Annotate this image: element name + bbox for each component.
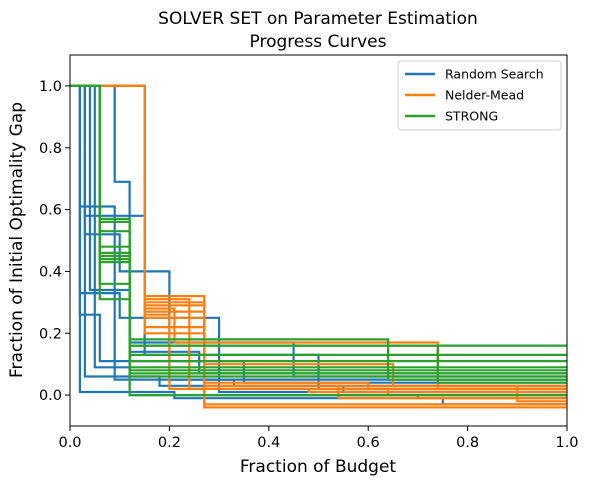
x-tick-label: 1.0	[555, 435, 578, 451]
x-tick-label: 0.2	[158, 435, 181, 451]
y-tick-label: 0.2	[39, 326, 62, 342]
y-tick-label: 0.4	[39, 264, 62, 280]
y-axis: 0.0 0.2 0.4 0.6 0.8 1.0	[39, 79, 70, 404]
x-axis-label: Fraction of Budget	[240, 457, 397, 477]
x-axis: 0.0 0.2 0.4 0.6 0.8 1.0	[58, 426, 579, 451]
y-tick-label: 0.8	[39, 141, 62, 157]
chart-title-line-1: SOLVER SET on Parameter Estimation	[158, 9, 478, 29]
nelder-mead-curve-10	[70, 84, 567, 400]
plot-frame	[69, 54, 568, 427]
legend-box	[397, 60, 562, 131]
legend-label-random-search: Random Search	[445, 67, 544, 82]
x-tick-label: 0.4	[257, 435, 280, 451]
chart-title-line-2: Progress Curves	[250, 32, 387, 52]
x-tick-label: 0.6	[357, 435, 380, 451]
y-axis-label: Fraction of Initial Optimality Gap	[7, 102, 27, 378]
legend-label-nelder-mead: Nelder-Mead	[445, 88, 524, 103]
strong-curve-10	[70, 84, 567, 397]
x-tick-label: 0.0	[58, 435, 81, 451]
curves-group	[70, 84, 567, 409]
y-tick-label: 0.0	[39, 388, 62, 404]
x-tick-label: 0.8	[456, 435, 479, 451]
legend: Random Search Nelder-Mead STRONG	[397, 60, 562, 131]
y-tick-label: 1.0	[39, 79, 62, 95]
legend-label-strong: STRONG	[445, 109, 498, 124]
y-tick-label: 0.6	[39, 203, 62, 219]
